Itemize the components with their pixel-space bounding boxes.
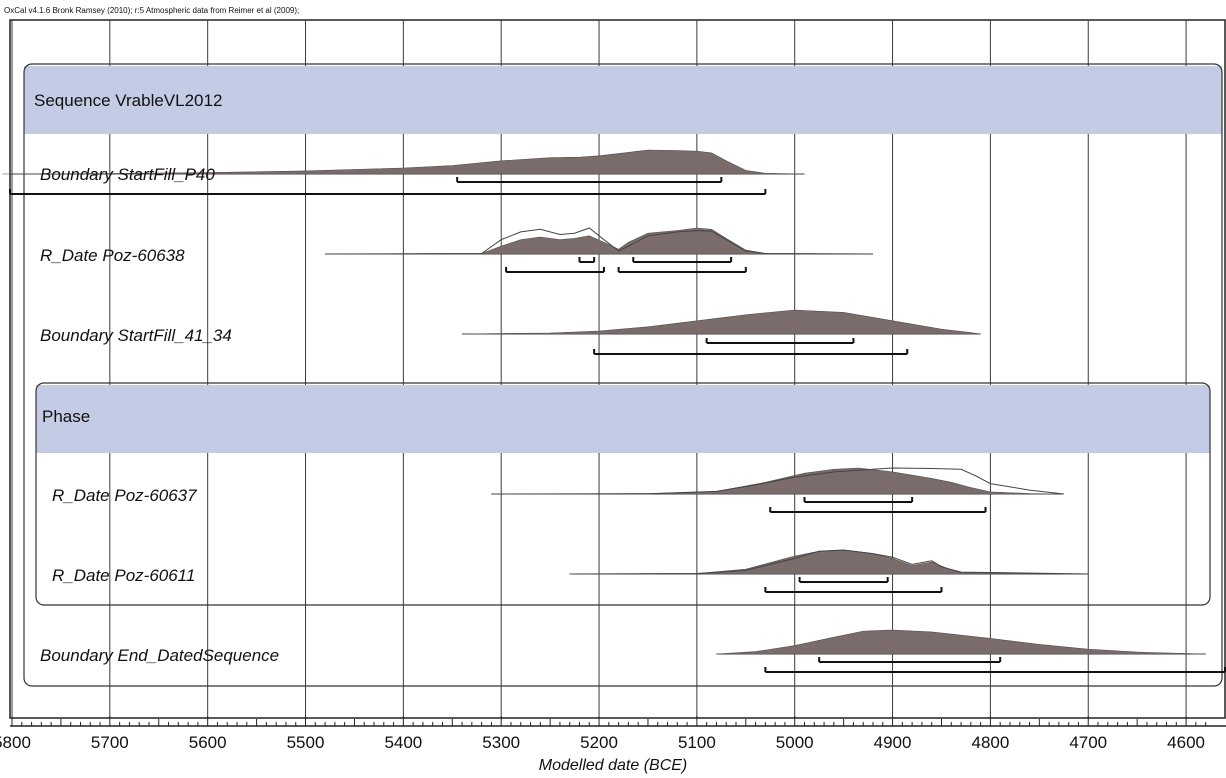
phase-band: [36, 385, 1210, 453]
header-caption: OxCal v4.1.6 Bronk Ramsey (2010); r:5 At…: [4, 6, 299, 15]
sequence-label: Sequence VrableVL2012: [34, 91, 222, 110]
x-tick-label: 5400: [384, 733, 422, 752]
x-tick-label: 5300: [482, 733, 520, 752]
posterior-density: [325, 227, 874, 255]
density-layer: [2, 149, 1206, 655]
x-tick-label: 4900: [874, 733, 912, 752]
row-label: Boundary StartFill_P40: [40, 165, 215, 184]
x-tick-label: 5000: [776, 733, 814, 752]
likelihood-outline: [325, 227, 874, 255]
row-label: R_Date Poz-60637: [52, 486, 197, 505]
phase-label: Phase: [42, 407, 90, 426]
x-tick-label: 4800: [971, 733, 1009, 752]
posterior-density: [2, 149, 805, 175]
x-axis-title: Modelled date (BCE): [539, 757, 688, 774]
x-tick-label: 5200: [580, 733, 618, 752]
group-boxes: Sequence VrableVL2012 Phase: [23, 63, 1223, 687]
row-label: R_Date Poz-60611: [52, 566, 195, 585]
likelihood-outline: [491, 467, 1064, 495]
likelihood-outline: [569, 549, 1089, 575]
x-tick-label: 5500: [287, 733, 325, 752]
sequence-box: [23, 63, 1223, 687]
row-labels: Boundary StartFill_P40 R_Date Poz-60638 Bo…: [40, 165, 279, 665]
phase-box: [35, 382, 1211, 606]
posterior-density: [716, 629, 1206, 655]
x-tick-label: 5700: [91, 733, 129, 752]
x-tick-label: 5100: [678, 733, 716, 752]
x-tick-label: 4700: [1069, 733, 1107, 752]
range-layer: [9, 177, 1226, 673]
posterior-density: [462, 309, 981, 335]
x-tick-label: 5800: [0, 733, 31, 752]
gridlines: [9, 19, 1226, 719]
row-label: Boundary End_DatedSequence: [40, 646, 279, 665]
x-axis: 5800 5700 5600 5500 5400 5300 5200 5100 5000 4900…: [0, 716, 1226, 752]
row-label: R_Date Poz-60638: [40, 246, 185, 265]
posterior-density: [569, 549, 1089, 575]
x-tick-label: 5600: [189, 733, 227, 752]
plot-frame: [9, 19, 1226, 719]
sequence-band: [24, 66, 1222, 134]
x-tick-label: 4600: [1167, 733, 1205, 752]
row-label: Boundary StartFill_41_34: [40, 326, 232, 345]
